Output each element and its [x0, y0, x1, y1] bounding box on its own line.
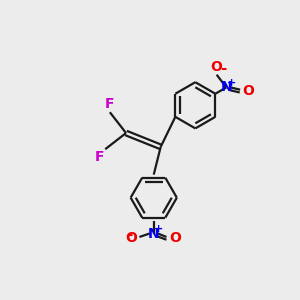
- Text: O: O: [125, 231, 137, 245]
- Text: O: O: [242, 84, 254, 98]
- Text: +: +: [227, 78, 236, 88]
- Text: F: F: [105, 97, 115, 111]
- Text: N: N: [220, 80, 232, 94]
- Text: -: -: [127, 227, 133, 242]
- Text: N: N: [148, 226, 160, 241]
- Text: O: O: [169, 231, 181, 245]
- Text: +: +: [154, 224, 164, 234]
- Text: O: O: [211, 59, 223, 74]
- Text: -: -: [220, 61, 226, 76]
- Text: F: F: [94, 150, 104, 164]
